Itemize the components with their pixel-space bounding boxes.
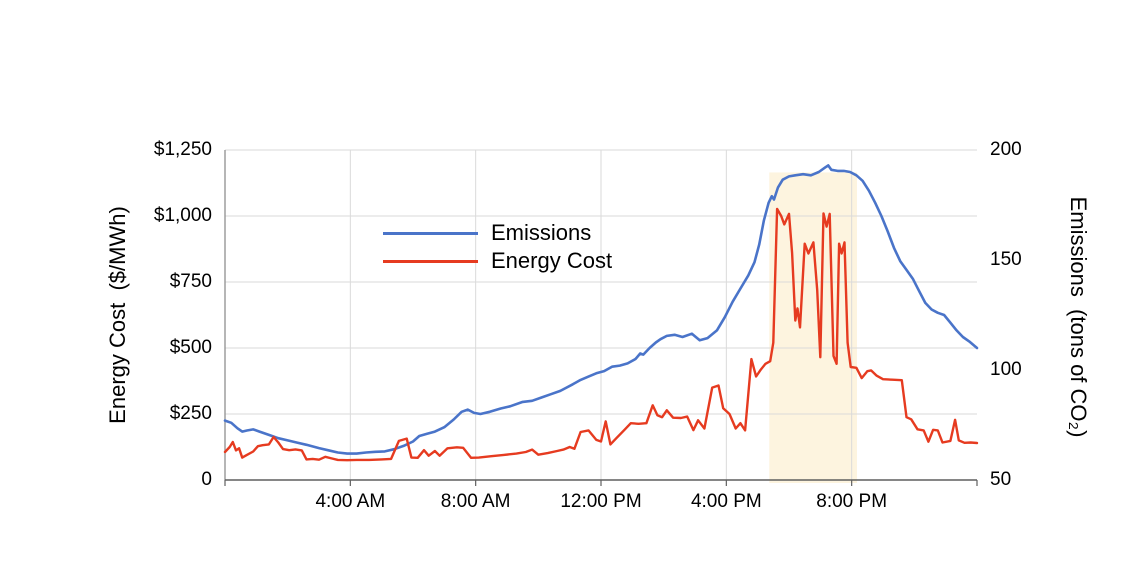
legend-label-energy-cost: Energy Cost xyxy=(491,248,613,273)
legend-label-emissions: Emissions xyxy=(491,220,592,245)
energy-cost-legend-line xyxy=(383,259,478,263)
legend-item-energy-cost: Energy Cost xyxy=(383,247,612,275)
right-axis-tick-label: 100 xyxy=(990,359,1022,380)
x-axis-tick-label: 4:00 AM xyxy=(315,491,386,512)
x-axis-tick-label: 4:00 PM xyxy=(690,491,762,512)
emissions-line xyxy=(223,164,979,455)
right-axis-tick-label: 50 xyxy=(990,469,1012,490)
left-axis-tick-label: $1,000 xyxy=(153,205,212,226)
legend: Emissions Energy Cost xyxy=(383,219,612,275)
left-axis-tick-label: $1,250 xyxy=(153,139,212,160)
right-axis-title: Emissions (tons of CO₂) xyxy=(1066,196,1091,438)
left-axis-tick-label: $750 xyxy=(169,271,212,292)
right-axis-tick-label: 200 xyxy=(990,139,1022,160)
x-axis-tick-label: 8:00 AM xyxy=(440,491,511,512)
emissions-legend-line xyxy=(383,231,478,235)
legend-item-emissions: Emissions xyxy=(383,219,612,247)
right-axis-tick-label: 150 xyxy=(990,249,1022,270)
left-axis-tick-label: 0 xyxy=(201,469,212,490)
energy-cost-line xyxy=(223,207,979,462)
left-axis-tick-label: $500 xyxy=(169,337,212,358)
left-axis-tick-label: $250 xyxy=(169,403,212,424)
x-axis-tick-label: 8:00 PM xyxy=(816,491,888,512)
x-axis-tick-label: 12:00 PM xyxy=(560,491,642,512)
